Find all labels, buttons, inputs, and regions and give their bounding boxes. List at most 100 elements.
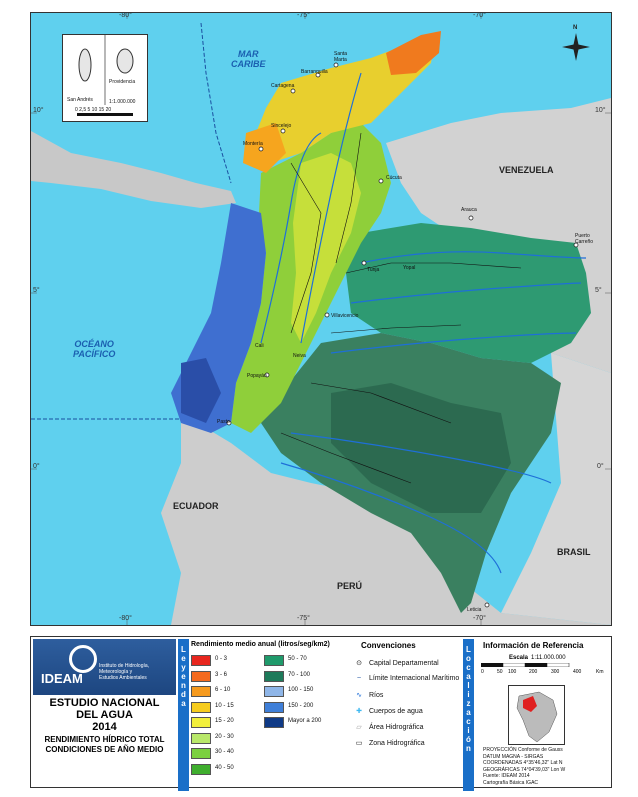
conv-capital: ⊙ Capital Departamental — [353, 659, 439, 667]
ideam-logo: IDEAM Instituto de Hidrología, Meteorolo… — [33, 639, 176, 695]
inset-label-san-andres: San Andrés — [67, 97, 93, 103]
scale-mark: 200 — [529, 669, 538, 675]
legend-swatch-label: 150 - 200 — [288, 702, 314, 709]
city-label: Tunja — [367, 267, 380, 273]
coord-right-1: 10° — [595, 107, 606, 114]
coord-top-1: -80° — [119, 12, 132, 19]
legend-panel: IDEAM Instituto de Hidrología, Meteorolo… — [30, 636, 612, 791]
river-icon: ∿ — [356, 692, 362, 699]
city-label: Neiva — [293, 353, 306, 359]
zone-line — [330, 324, 462, 334]
country-label-venezuela: VENEZUELA — [499, 165, 554, 175]
legend-swatch — [264, 717, 284, 728]
city-label: Puerto Carreño — [575, 233, 594, 245]
rendimiento-title: Rendimiento medio anual (litros/seg/km2) — [191, 641, 330, 648]
city-label: Cúcuta — [386, 175, 402, 181]
capital-marker — [333, 62, 339, 68]
graticule — [31, 13, 611, 625]
coord-left-2: 5° — [33, 287, 40, 294]
band-letter: l — [467, 681, 470, 690]
region-guajira — [386, 31, 441, 75]
legend-swatch-label: 6 - 10 — [215, 687, 231, 693]
maritime-line-icon: ~ — [356, 675, 362, 682]
city-label: Leticia — [467, 607, 482, 613]
river-orinoco — [360, 251, 587, 264]
water-body-icon: ✚ — [356, 708, 362, 715]
capital-marker — [264, 372, 270, 378]
scalebar — [481, 663, 570, 667]
inset-scale-text: 1:1.000.000 — [109, 99, 136, 105]
legend-swatch-label: 0 - 3 — [215, 656, 228, 662]
scale-label: Escala — [509, 655, 529, 661]
zone-line — [280, 432, 412, 484]
ideam-block: IDEAM Instituto de Hidrología, Meteorolo… — [33, 639, 176, 785]
ideam-logo-icon — [69, 645, 97, 673]
ideam-org-name: IDEAM — [41, 671, 83, 686]
land-brasil — [501, 353, 611, 625]
capital-marker — [258, 146, 264, 152]
coord-bottom-1: -80° — [119, 615, 132, 622]
coord-right-3: 0° — [597, 463, 604, 470]
convenciones-title: Convenciones — [361, 641, 416, 650]
legend-swatch-label: 40 - 50 — [215, 764, 234, 771]
band-letter: c — [466, 717, 471, 726]
conv-zona: ▭ Zona Hidrográfica — [353, 739, 425, 747]
ref-line: GEOGRÁFICAS 74°04'39,03" Lon W — [483, 766, 566, 773]
city-label: Cali — [255, 343, 264, 349]
maritime-boundary-caribe — [200, 22, 232, 184]
legend-swatch-label: 30 - 40 — [215, 749, 234, 755]
band-letter: a — [181, 699, 186, 708]
legend-swatch-label: 100 - 150 — [288, 687, 314, 693]
region-cesar-orange — [243, 123, 286, 173]
legend-swatch — [191, 686, 211, 697]
sea-label-caribe: MAR CARIBE — [231, 49, 266, 69]
river-guaviare — [330, 332, 577, 354]
island-san-andres — [78, 48, 92, 82]
region-andes-yellow — [291, 153, 361, 343]
ref-line: DATUM MAGNA - SIRGAS — [483, 753, 544, 760]
conv-rios: ∿ Ríos — [353, 691, 383, 699]
capital-marker — [484, 602, 490, 608]
country-label-peru: PERÚ — [337, 581, 363, 591]
legend-swatch-label: Mayor a 200 — [288, 718, 322, 724]
legend-swatch — [264, 686, 284, 697]
scale-mark: 400 — [573, 669, 582, 675]
legend-swatch — [191, 748, 211, 759]
legend-swatch-label: 20 - 30 — [215, 733, 234, 740]
ref-line: PROYECCIÓN Conforme de Gauss — [483, 747, 563, 753]
band-letter: o — [466, 654, 471, 663]
legend-swatch — [191, 763, 211, 775]
band-letter: d — [181, 690, 186, 699]
zone-line — [310, 382, 452, 424]
legend-swatch — [264, 655, 284, 666]
region-pacifico-dark — [181, 358, 221, 423]
city-label: Montería — [243, 141, 263, 147]
band-letter: z — [466, 699, 471, 708]
scale-mark: 300 — [551, 669, 560, 675]
city-label: Yopal — [403, 265, 416, 271]
scale-mark: 100 — [508, 669, 517, 675]
river-cauca — [260, 132, 322, 344]
band-letter: n — [466, 744, 471, 753]
band-letter: i — [467, 690, 470, 699]
zone-boundaries — [280, 132, 522, 484]
area-icon: ▱ — [356, 724, 362, 731]
study-subtitle: RENDIMIENTO HÍDRICO TOTAL CONDICIONES DE… — [44, 735, 165, 754]
capital-marker — [468, 215, 474, 221]
ref-line: Fuente: IDEAM 2014 — [483, 773, 530, 779]
city-label: Villavicencio — [331, 313, 359, 319]
capital-marker — [280, 128, 286, 134]
legend-swatch — [191, 717, 211, 728]
city-label: Arauca — [461, 207, 477, 213]
sea-label-pacifico: OCÉANO PACÍFICO — [73, 339, 116, 359]
capital-marker — [315, 72, 321, 78]
island-providencia — [116, 48, 134, 74]
coord-top-3: -70° — [473, 12, 486, 19]
region-amazonia-dark — [331, 383, 511, 513]
city-label: Sincelejo — [271, 123, 292, 129]
city-label: Pasto — [217, 419, 230, 425]
legend-swatch-label: 50 - 70 — [288, 656, 307, 662]
inset-scalebar — [77, 113, 133, 116]
coord-right-2: 5° — [595, 287, 602, 294]
